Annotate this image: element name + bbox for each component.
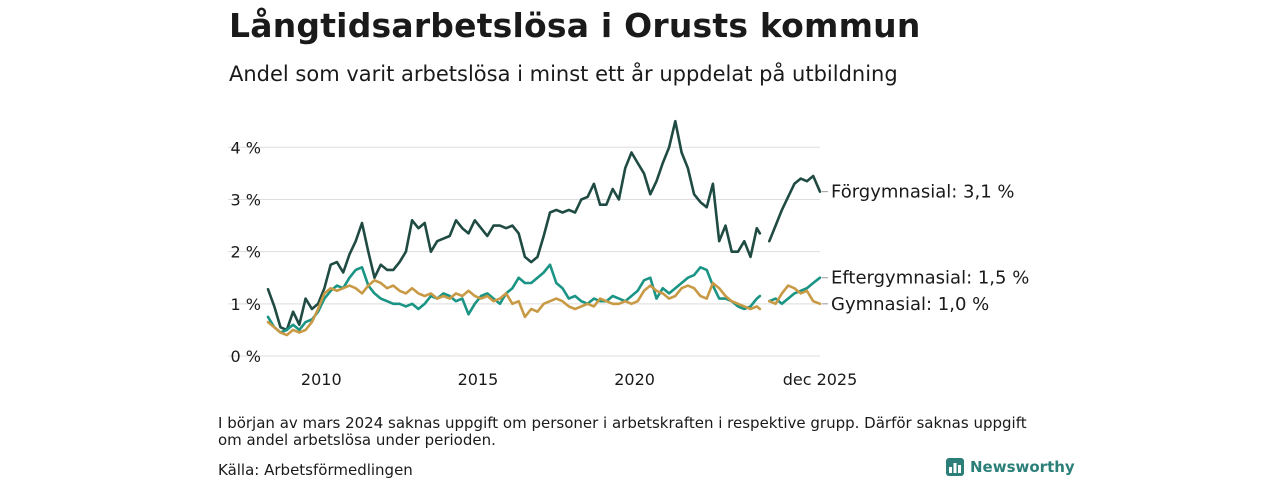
end-label-gymnasial: Gymnasial: 1,0 % bbox=[831, 294, 989, 315]
x-tick-label: dec 2025 bbox=[783, 370, 858, 389]
x-tick-label: 2020 bbox=[614, 370, 655, 389]
chart-title: Långtidsarbetslösa i Orusts kommun bbox=[229, 6, 921, 45]
series-line-förgymnasial bbox=[266, 119, 762, 332]
series-layer bbox=[266, 119, 822, 337]
y-tick-label: 3 % bbox=[231, 190, 261, 209]
end-label-förgymnasial: Förgymnasial: 3,1 % bbox=[831, 182, 1015, 203]
series-line-gymnasial bbox=[768, 284, 822, 306]
line-chart: 0 % 1 % 2 % 3 % 4 % 2010 2015 2020 dec 2025 Förg… bbox=[228, 119, 1029, 389]
brand-name: Newsworthy bbox=[970, 458, 1075, 476]
footnote-missing-data: I början av mars 2024 saknas uppgift om … bbox=[218, 414, 1027, 449]
x-tick-label: 2010 bbox=[301, 370, 342, 389]
source-label: Källa: Arbetsförmedlingen bbox=[218, 461, 413, 479]
series-line-förgymnasial bbox=[768, 174, 822, 243]
chart-subtitle: Andel som varit arbetslösa i minst ett å… bbox=[229, 62, 898, 86]
x-tick-label: 2015 bbox=[458, 370, 499, 389]
y-tick-label: 1 % bbox=[231, 295, 261, 314]
series-line-gymnasial bbox=[266, 279, 762, 337]
label-layer: Förgymnasial: 3,1 % Eftergymnasial: 1,5 %… bbox=[822, 182, 1029, 315]
axis-layer: 0 % 1 % 2 % 3 % 4 % 2010 2015 2020 dec 2025 bbox=[231, 138, 858, 389]
y-tick-label: 0 % bbox=[231, 347, 261, 366]
bar-chart-icon bbox=[946, 458, 964, 476]
y-tick-label: 2 % bbox=[231, 243, 261, 262]
y-tick-label: 4 % bbox=[231, 138, 261, 157]
brand-logo: Newsworthy bbox=[946, 458, 1075, 476]
series-line-eftergymnasial bbox=[266, 263, 762, 334]
end-label-eftergymnasial: Eftergymnasial: 1,5 % bbox=[831, 268, 1029, 289]
